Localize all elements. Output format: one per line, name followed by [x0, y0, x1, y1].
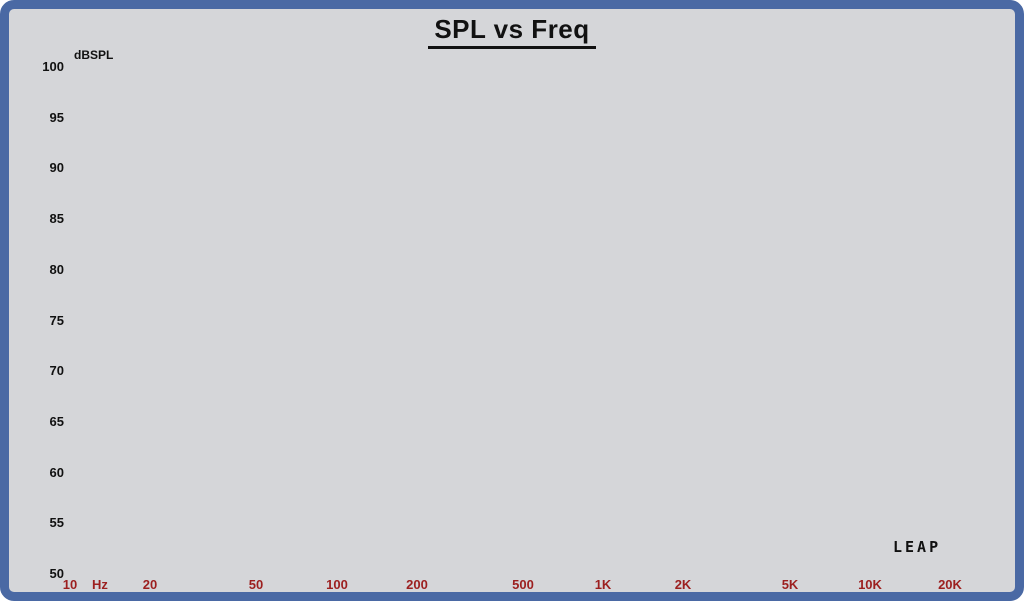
y-tick-label: 100	[42, 59, 64, 74]
y-tick-label: 85	[49, 211, 64, 226]
y-tick-label: 55	[49, 515, 64, 530]
y-tick-label: 75	[49, 313, 64, 328]
title-row: SPL vs Freq	[0, 14, 1024, 49]
x-tick-label: 500	[512, 577, 534, 592]
page-title: SPL vs Freq	[428, 14, 596, 49]
y-tick-label: 80	[49, 262, 64, 277]
x-tick-label: 5K	[781, 577, 799, 592]
y-tick-label: 90	[49, 160, 64, 175]
x-axis-unit-label: Hz	[92, 577, 108, 592]
y-tick-label: 95	[49, 110, 64, 125]
y-tick-label: 60	[49, 465, 64, 480]
y-tick-label: 70	[49, 363, 64, 378]
y-tick-label: 50	[49, 566, 64, 581]
y-axis-unit-label: dBSPL	[74, 48, 114, 62]
x-tick-label: 10	[62, 577, 78, 592]
x-tick-label: 1K	[594, 577, 612, 592]
x-tick-label: 10K	[858, 577, 882, 592]
leap-logo: LEAP	[893, 538, 942, 556]
x-tick-label: 50	[248, 577, 264, 592]
x-tick-label: 200	[406, 577, 428, 592]
x-tick-label: 20	[142, 577, 158, 592]
x-tick-label: 20K	[938, 577, 962, 592]
y-tick-label: 65	[49, 414, 64, 429]
x-tick-label: 2K	[674, 577, 692, 592]
x-tick-label: 100	[326, 577, 348, 592]
